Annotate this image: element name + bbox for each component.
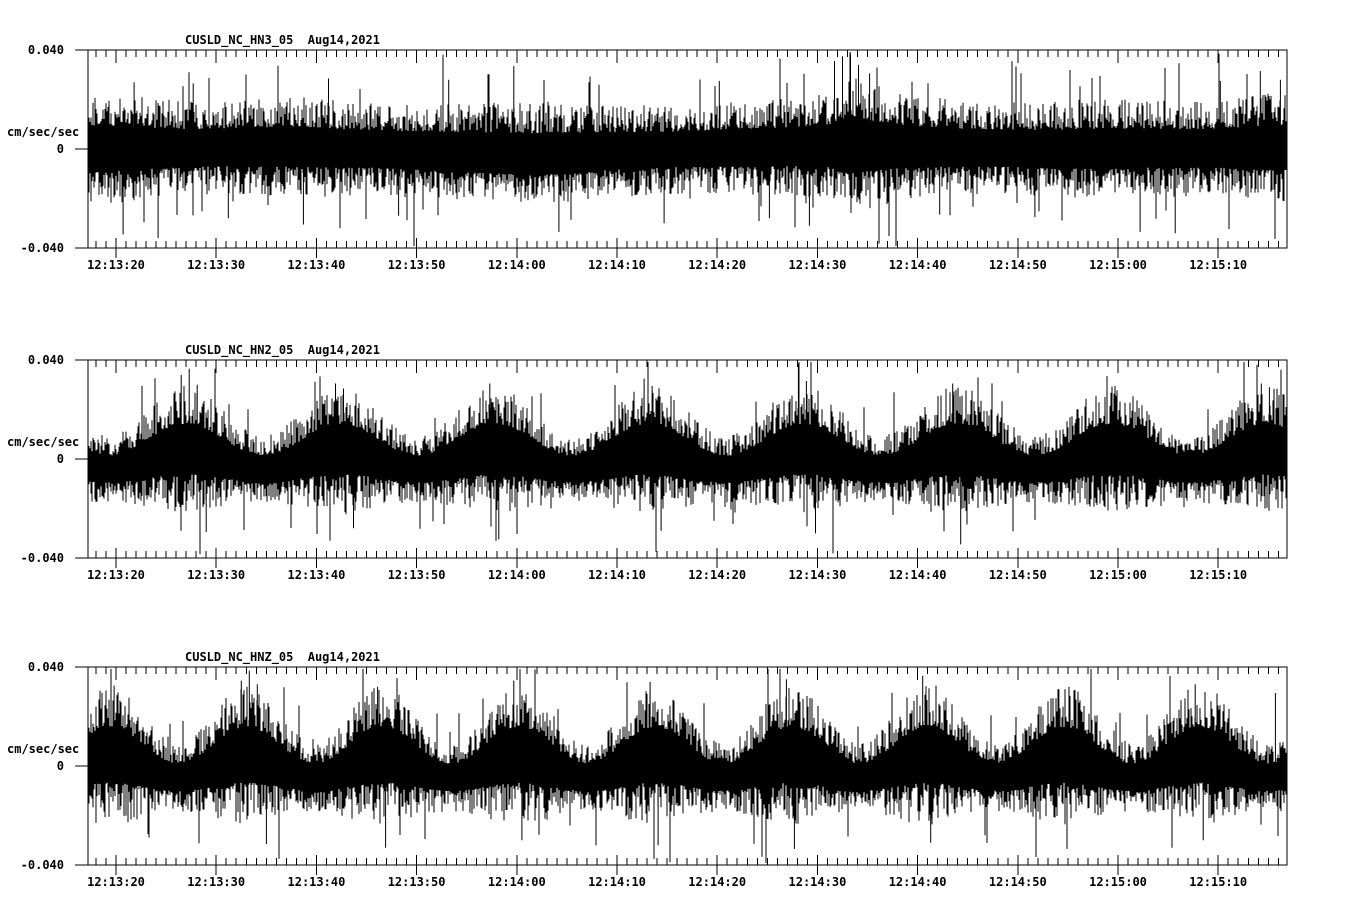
y-tick-label: -0.040: [21, 858, 64, 872]
x-tick-label: 12:14:50: [989, 568, 1047, 582]
x-tick-label: 12:13:50: [388, 258, 446, 272]
waveform-spikes: [122, 53, 1281, 239]
x-tick-label: 12:14:00: [488, 875, 546, 889]
waveform-trace: [87, 669, 1288, 863]
y-tick-label: 0.040: [28, 353, 64, 367]
y-tick-label: 0.040: [28, 660, 64, 674]
y-tick-label: 0: [57, 452, 64, 466]
x-tick-label: 12:14:40: [889, 568, 947, 582]
x-tick-label: 12:13:20: [87, 568, 145, 582]
waveform-trace: [87, 52, 1288, 246]
x-tick-label: 12:14:50: [989, 875, 1047, 889]
y-tick-label: 0: [57, 142, 64, 156]
x-tick-label: 12:14:40: [889, 875, 947, 889]
x-tick-label: 12:13:20: [87, 258, 145, 272]
x-tick-label: 12:13:20: [87, 875, 145, 889]
x-tick-label: 12:15:00: [1089, 568, 1147, 582]
x-tick-label: 12:13:40: [288, 258, 346, 272]
x-tick-label: 12:14:40: [889, 258, 947, 272]
waveform-spikes: [105, 670, 1276, 849]
y-axis-unit-label: cm/sec/sec: [7, 125, 79, 139]
seismogram-panel-hn3: CUSLD_NC_HN3_05 Aug14,2021 0.040 0 -0.040 cm/…: [7, 33, 1288, 272]
x-tick-label: 12:13:30: [187, 568, 245, 582]
axis-ticks: [75, 49, 1279, 258]
panel-title-station: CUSLD_NC_HNZ_05: [185, 650, 293, 665]
y-axis-unit-label: cm/sec/sec: [7, 435, 79, 449]
x-tick-label: 12:14:10: [588, 568, 646, 582]
x-tick-label: 12:13:30: [187, 258, 245, 272]
panel-title-station: CUSLD_NC_HN2_05: [185, 343, 293, 358]
x-tick-label: 12:13:30: [187, 875, 245, 889]
panel-title-date: Aug14,2021: [308, 650, 380, 664]
x-tick-label: 12:14:30: [789, 875, 847, 889]
y-tick-label: -0.040: [21, 241, 64, 255]
x-tick-label: 12:13:50: [388, 568, 446, 582]
x-tick-label: 12:14:00: [488, 258, 546, 272]
y-tick-label: -0.040: [21, 551, 64, 565]
seismogram-panel-hn2: CUSLD_NC_HN2_05 Aug14,2021 0.040 0 -0.040 cm/…: [7, 343, 1288, 582]
x-tick-label: 12:14:20: [688, 258, 746, 272]
x-tick-label: 12:13:40: [288, 568, 346, 582]
waveform-spikes: [180, 363, 1270, 545]
y-axis-unit-label: cm/sec/sec: [7, 742, 79, 756]
x-tick-label: 12:15:10: [1189, 875, 1247, 889]
x-tick-label: 12:15:10: [1189, 568, 1247, 582]
x-tick-label: 12:15:10: [1189, 258, 1247, 272]
axis-ticks: [75, 666, 1279, 875]
x-tick-label: 12:14:10: [588, 875, 646, 889]
x-tick-label: 12:14:20: [688, 875, 746, 889]
axis-ticks: [75, 359, 1279, 568]
x-tick-label: 12:14:30: [789, 568, 847, 582]
x-tick-label: 12:15:00: [1089, 875, 1147, 889]
panel-title-date: Aug14,2021: [308, 343, 380, 357]
x-tick-label: 12:13:50: [388, 875, 446, 889]
x-tick-label: 12:14:20: [688, 568, 746, 582]
x-tick-label: 12:14:00: [488, 568, 546, 582]
x-tick-label: 12:15:00: [1089, 258, 1147, 272]
x-tick-label: 12:14:30: [789, 258, 847, 272]
y-tick-label: 0.040: [28, 43, 64, 57]
y-tick-label: 0: [57, 759, 64, 773]
panel-title-date: Aug14,2021: [308, 33, 380, 47]
x-tick-label: 12:14:10: [588, 258, 646, 272]
x-tick-label: 12:13:40: [288, 875, 346, 889]
panel-title-station: CUSLD_NC_HN3_05: [185, 33, 293, 48]
seismogram-panel-hnz: CUSLD_NC_HNZ_05 Aug14,2021 0.040 0 -0.040 cm/…: [7, 650, 1288, 889]
x-tick-label: 12:14:50: [989, 258, 1047, 272]
